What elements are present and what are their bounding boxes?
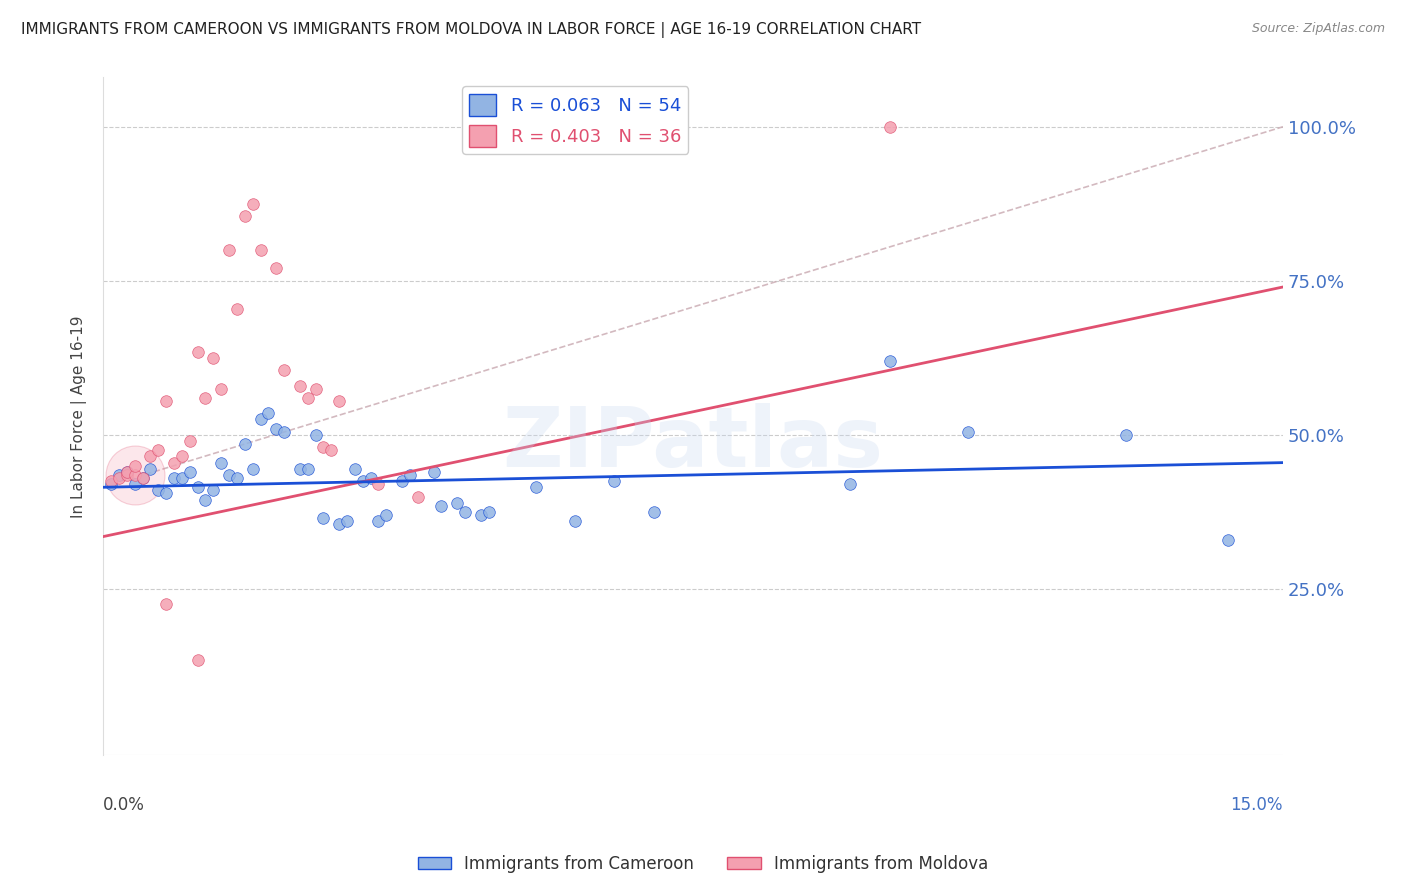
Y-axis label: In Labor Force | Age 16-19: In Labor Force | Age 16-19 — [72, 315, 87, 517]
Point — [170, 450, 193, 464]
Point — [312, 440, 335, 454]
Point — [1115, 428, 1137, 442]
Point — [360, 471, 382, 485]
Text: IMMIGRANTS FROM CAMEROON VS IMMIGRANTS FROM MOLDOVA IN LABOR FORCE | AGE 16-19 C: IMMIGRANTS FROM CAMEROON VS IMMIGRANTS F… — [21, 22, 921, 38]
Point — [879, 120, 901, 134]
Legend: Immigrants from Cameroon, Immigrants from Moldova: Immigrants from Cameroon, Immigrants fro… — [411, 848, 995, 880]
Point — [328, 394, 350, 409]
Point — [155, 394, 177, 409]
Point — [233, 437, 256, 451]
Point — [108, 471, 131, 485]
Point — [454, 505, 477, 519]
Point — [603, 474, 626, 488]
Point — [1216, 533, 1239, 547]
Point — [155, 486, 177, 500]
Point — [879, 354, 901, 368]
Point — [957, 425, 980, 439]
Point — [124, 458, 146, 473]
Point — [375, 508, 398, 522]
Point — [297, 462, 319, 476]
Point — [194, 492, 217, 507]
Point — [564, 514, 586, 528]
Point — [422, 465, 444, 479]
Point — [218, 243, 240, 257]
Point — [470, 508, 492, 522]
Point — [288, 378, 311, 392]
Point — [202, 483, 225, 498]
Point — [478, 505, 501, 519]
Point — [148, 483, 170, 498]
Point — [446, 496, 468, 510]
Point — [155, 598, 177, 612]
Point — [257, 406, 280, 420]
Point — [148, 443, 170, 458]
Point — [367, 477, 389, 491]
Point — [194, 391, 217, 405]
Point — [391, 474, 413, 488]
Point — [131, 471, 153, 485]
Point — [218, 467, 240, 482]
Text: ZIPatlas: ZIPatlas — [502, 403, 883, 484]
Point — [163, 456, 186, 470]
Point — [115, 467, 138, 482]
Point — [202, 351, 225, 365]
Point — [187, 653, 209, 667]
Point — [249, 243, 271, 257]
Text: 0.0%: 0.0% — [103, 796, 145, 814]
Point — [226, 301, 249, 316]
Point — [170, 471, 193, 485]
Point — [312, 511, 335, 525]
Point — [264, 261, 287, 276]
Point — [108, 467, 131, 482]
Point — [187, 480, 209, 494]
Point — [179, 465, 201, 479]
Point — [352, 474, 374, 488]
Point — [643, 505, 665, 519]
Point — [242, 462, 264, 476]
Point — [242, 196, 264, 211]
Point — [273, 425, 295, 439]
Point — [406, 490, 429, 504]
Point — [209, 456, 232, 470]
Point — [367, 514, 389, 528]
Point — [139, 462, 162, 476]
Point — [131, 471, 153, 485]
Point — [249, 412, 271, 426]
Point — [100, 474, 122, 488]
Point — [328, 517, 350, 532]
Point — [139, 450, 162, 464]
Point — [233, 209, 256, 223]
Point — [321, 443, 343, 458]
Point — [226, 471, 249, 485]
Point — [115, 465, 138, 479]
Point — [399, 467, 422, 482]
Point — [124, 477, 146, 491]
Point — [297, 391, 319, 405]
Point — [124, 467, 146, 482]
Point — [124, 467, 146, 482]
Point — [209, 382, 232, 396]
Point — [115, 465, 138, 479]
Point — [100, 477, 122, 491]
Point — [343, 462, 366, 476]
Point — [187, 344, 209, 359]
Text: 15.0%: 15.0% — [1230, 796, 1284, 814]
Point — [839, 477, 862, 491]
Point — [336, 514, 359, 528]
Legend: R = 0.063   N = 54, R = 0.403   N = 36: R = 0.063 N = 54, R = 0.403 N = 36 — [463, 87, 689, 154]
Point — [273, 363, 295, 377]
Point — [304, 428, 326, 442]
Point — [304, 382, 326, 396]
Point — [430, 499, 453, 513]
Point — [163, 471, 186, 485]
Text: Source: ZipAtlas.com: Source: ZipAtlas.com — [1251, 22, 1385, 36]
Point — [264, 422, 287, 436]
Point — [524, 480, 547, 494]
Point — [288, 462, 311, 476]
Point — [179, 434, 201, 448]
